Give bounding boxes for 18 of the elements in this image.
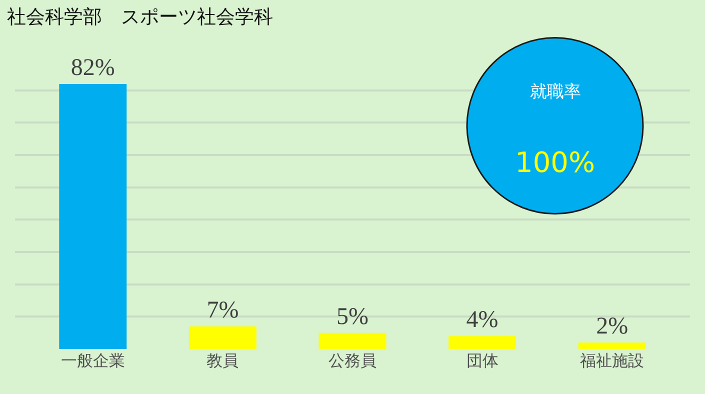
data-label: 7% [206,297,239,324]
bar [578,342,646,349]
data-label: 2% [596,314,628,340]
bar [318,332,386,349]
x-tick-label: 一般企業 [60,351,125,370]
x-tick-label: 教員 [206,351,239,370]
bar [188,326,256,349]
chart-title: 社会科学部 スポーツ社会学科 [7,6,274,28]
annotation: 就職率 [530,82,581,102]
annotation: 100% [515,146,596,179]
data-label: 4% [466,307,498,334]
bar [448,336,516,349]
x-tick-label: 公務員 [328,351,376,370]
bar [59,84,127,349]
x-tick-label: 団体 [466,351,498,370]
data-label: 82% [70,54,115,81]
data-label: 5% [336,304,368,330]
x-tick-label: 福祉施設 [580,351,644,370]
